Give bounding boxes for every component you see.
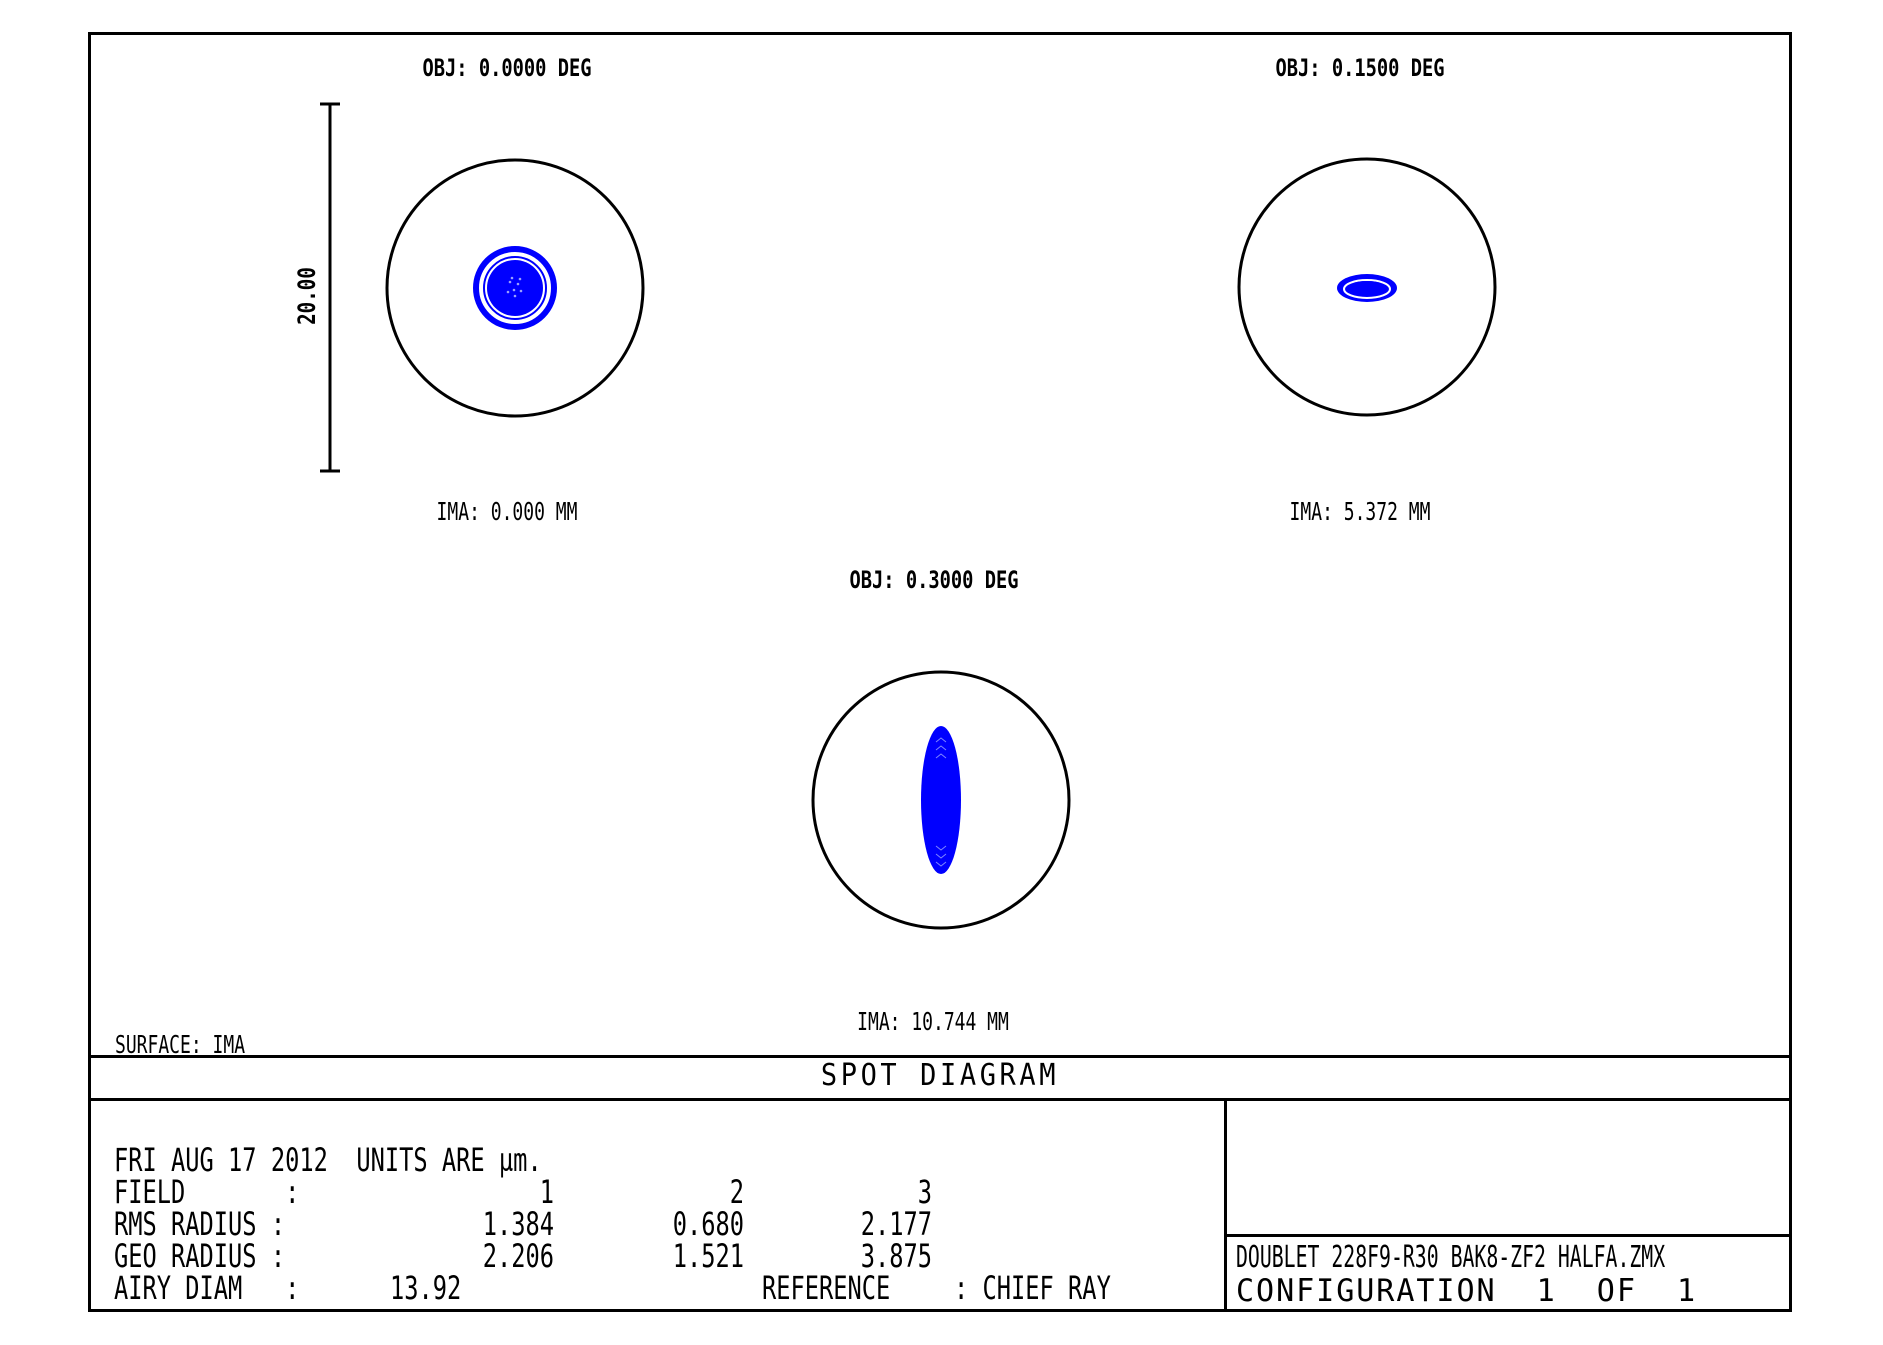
airy-circle xyxy=(1237,157,1497,417)
date-units-line: FRI AUG 17 2012 UNITS ARE µm. xyxy=(114,1141,542,1179)
spot-inner-ring xyxy=(483,256,547,320)
file-name: DOUBLET 228F9-R30 BAK8-ZF2 HALFA.ZMX xyxy=(1236,1240,1666,1275)
airy-diam-value: 13.92 xyxy=(390,1269,462,1307)
plot-frame xyxy=(88,32,1792,1312)
row-label-geo-radius: GEO RADIUS : xyxy=(114,1237,286,1275)
rms-radius-field-3: 2.177 xyxy=(860,1205,932,1243)
spot-plot-field-3 xyxy=(811,670,1071,930)
reference-value: : CHIEF RAY xyxy=(954,1269,1111,1307)
geo-radius-field-2: 1.521 xyxy=(672,1237,744,1275)
scale-bar-label: 20.00 xyxy=(293,267,321,325)
obj-label-field-3: OBJ: 0.3000 DEG xyxy=(849,566,1019,594)
surface-label: SURFACE: IMA xyxy=(115,1030,246,1059)
geo-radius-field-3: 3.875 xyxy=(860,1237,932,1275)
info-divider xyxy=(1224,1098,1227,1312)
airy-circle xyxy=(385,158,645,418)
spot-core xyxy=(487,260,543,316)
file-box-divider xyxy=(1224,1234,1792,1237)
configuration-label: CONFIGURATION 1 OF 1 xyxy=(1236,1273,1698,1309)
ima-label-field-1: IMA: 0.000 MM xyxy=(436,497,578,526)
row-label-rms-radius: RMS RADIUS : xyxy=(114,1205,286,1243)
reference-label: REFERENCE xyxy=(762,1269,891,1307)
geo-radius-field-1: 2.206 xyxy=(482,1237,554,1275)
row-label-field: FIELD : xyxy=(114,1173,300,1211)
title-divider-bottom xyxy=(88,1098,1792,1101)
title-divider-top xyxy=(88,1055,1792,1058)
field-2-number: 2 xyxy=(729,1173,744,1211)
scale-bar xyxy=(320,102,340,473)
obj-label-field-2: OBJ: 0.1500 DEG xyxy=(1275,54,1445,82)
obj-label-field-1: OBJ: 0.0000 DEG xyxy=(422,54,592,82)
rms-radius-field-2: 0.680 xyxy=(672,1205,744,1243)
airy-circle xyxy=(811,670,1071,930)
spot-plot-field-1 xyxy=(385,158,645,418)
spot-plot-field-2 xyxy=(1237,157,1497,417)
field-3-number: 3 xyxy=(917,1173,932,1211)
ima-label-field-2: IMA: 5.372 MM xyxy=(1289,497,1431,526)
rms-radius-field-1: 1.384 xyxy=(482,1205,554,1243)
spot-ellipse xyxy=(921,726,961,874)
spot-outer-ring xyxy=(473,246,557,330)
diagram-title: SPOT DIAGRAM xyxy=(820,1058,1060,1093)
ima-label-field-3: IMA: 10.744 MM xyxy=(857,1007,1009,1036)
row-label-airy-diam: AIRY DIAM : xyxy=(114,1269,300,1307)
field-1-number: 1 xyxy=(539,1173,554,1211)
